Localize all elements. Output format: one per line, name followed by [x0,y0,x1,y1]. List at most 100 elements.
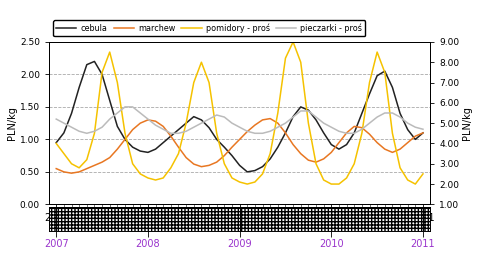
cebula [76,86,82,89]
pieczarki - proś [206,117,212,121]
marchew [267,117,273,120]
cebula [328,143,334,146]
cebula [99,73,105,76]
marchew [320,157,326,160]
cebula [213,138,219,141]
cebula [228,154,234,157]
pieczarki - proś [297,110,303,113]
cebula [373,74,379,77]
marchew [358,126,364,129]
marchew [274,122,280,125]
pomidory - proś [122,132,128,135]
marchew [228,146,234,149]
marchew [213,161,219,164]
pieczarki - proś [83,132,89,135]
pieczarki - proś [160,128,166,131]
pomidory - proś [312,162,318,165]
marchew [206,164,212,167]
pieczarki - proś [389,111,395,114]
cebula [411,138,417,141]
marchew [297,152,303,155]
marchew [289,143,295,146]
pieczarki - proś [129,105,135,108]
pomidory - proś [76,166,82,170]
pieczarki - proś [366,122,372,125]
cebula [145,151,151,154]
marchew [411,135,417,138]
cebula [106,99,112,102]
Line: cebula: cebula [56,61,422,172]
marchew [114,148,120,151]
cebula [305,108,311,112]
pomidory - proś [190,81,196,84]
marchew [381,148,387,151]
pomidory - proś [175,152,181,155]
Line: marchew: marchew [56,119,422,173]
pomidory - proś [274,111,280,114]
pieczarki - proś [190,126,196,129]
pieczarki - proś [411,126,417,129]
pomidory - proś [221,162,227,165]
marchew [404,141,410,144]
pomidory - proś [53,142,59,145]
pomidory - proś [381,71,387,74]
marchew [366,133,372,136]
pomidory - proś [99,71,105,74]
pomidory - proś [282,57,288,60]
marchew [419,131,425,134]
pomidory - proś [83,158,89,161]
marchew [83,167,89,170]
pieczarki - proś [282,122,288,125]
pieczarki - proś [198,122,204,125]
marchew [129,128,135,131]
marchew [236,138,242,141]
pieczarki - proś [312,116,318,119]
pieczarki - proś [419,128,425,131]
marchew [198,165,204,168]
pomidory - proś [160,176,166,179]
pieczarki - proś [137,111,143,114]
pomidory - proś [389,132,395,135]
pomidory - proś [114,81,120,84]
pieczarki - proś [53,117,59,121]
cebula [259,165,265,168]
pomidory - proś [206,81,212,84]
marchew [137,122,143,125]
pomidory - proś [167,166,173,170]
pomidory - proś [106,51,112,54]
marchew [335,141,341,144]
pomidory - proś [411,182,417,185]
cebula [251,169,257,172]
pomidory - proś [183,122,189,125]
marchew [259,118,265,122]
pieczarki - proś [175,132,181,135]
cebula [53,141,59,144]
pieczarki - proś [244,130,250,133]
pomidory - proś [198,61,204,64]
Y-axis label: PLN/kg: PLN/kg [461,106,471,140]
pieczarki - proś [68,126,74,129]
pieczarki - proś [259,132,265,135]
pomidory - proś [152,178,158,182]
pomidory - proś [228,176,234,179]
pomidory - proś [320,178,326,182]
pomidory - proś [129,162,135,165]
marchew [91,164,97,167]
pomidory - proś [335,182,341,185]
pomidory - proś [289,40,295,43]
pieczarki - proś [91,130,97,133]
cebula [137,150,143,153]
pieczarki - proś [396,116,402,119]
cebula [358,112,364,115]
pomidory - proś [305,122,311,125]
pieczarki - proś [145,117,151,121]
cebula [198,118,204,122]
pieczarki - proś [305,110,311,113]
pieczarki - proś [236,126,242,129]
pomidory - proś [244,182,250,185]
cebula [267,157,273,160]
pieczarki - proś [114,111,120,114]
cebula [312,118,318,122]
marchew [175,146,181,149]
pomidory - proś [343,176,349,179]
